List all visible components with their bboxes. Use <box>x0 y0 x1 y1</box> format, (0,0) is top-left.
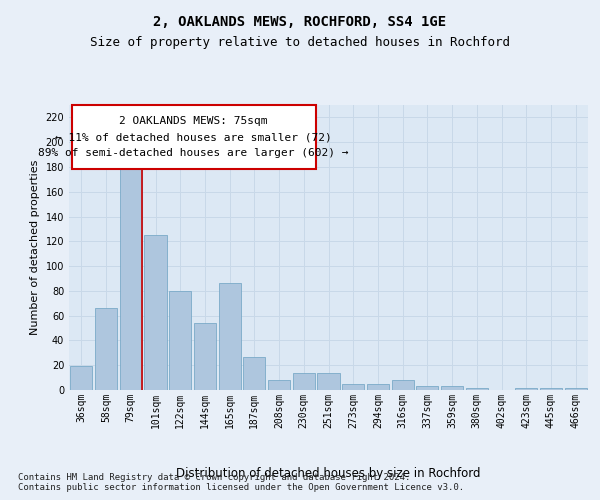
Bar <box>540 388 562 390</box>
Bar <box>243 356 265 390</box>
Bar <box>416 386 439 390</box>
Y-axis label: Number of detached properties: Number of detached properties <box>30 160 40 335</box>
Bar <box>169 291 191 390</box>
Bar <box>317 372 340 390</box>
Text: Size of property relative to detached houses in Rochford: Size of property relative to detached ho… <box>90 36 510 49</box>
Bar <box>367 384 389 390</box>
Bar <box>119 168 142 390</box>
X-axis label: Distribution of detached houses by size in Rochford: Distribution of detached houses by size … <box>176 467 481 480</box>
Bar <box>218 284 241 390</box>
Bar <box>466 388 488 390</box>
Bar <box>194 323 216 390</box>
Bar <box>70 366 92 390</box>
Bar <box>392 380 414 390</box>
Bar <box>95 308 117 390</box>
Bar <box>441 386 463 390</box>
Bar <box>515 388 538 390</box>
Bar <box>342 384 364 390</box>
Bar <box>293 372 315 390</box>
Bar <box>268 380 290 390</box>
Bar <box>145 235 167 390</box>
Text: Contains HM Land Registry data © Crown copyright and database right 2024.
Contai: Contains HM Land Registry data © Crown c… <box>18 473 464 492</box>
Text: 2, OAKLANDS MEWS, ROCHFORD, SS4 1GE: 2, OAKLANDS MEWS, ROCHFORD, SS4 1GE <box>154 16 446 30</box>
FancyBboxPatch shape <box>71 105 316 169</box>
Text: 2 OAKLANDS MEWS: 75sqm
← 11% of detached houses are smaller (72)
89% of semi-det: 2 OAKLANDS MEWS: 75sqm ← 11% of detached… <box>38 116 349 158</box>
Bar <box>565 388 587 390</box>
